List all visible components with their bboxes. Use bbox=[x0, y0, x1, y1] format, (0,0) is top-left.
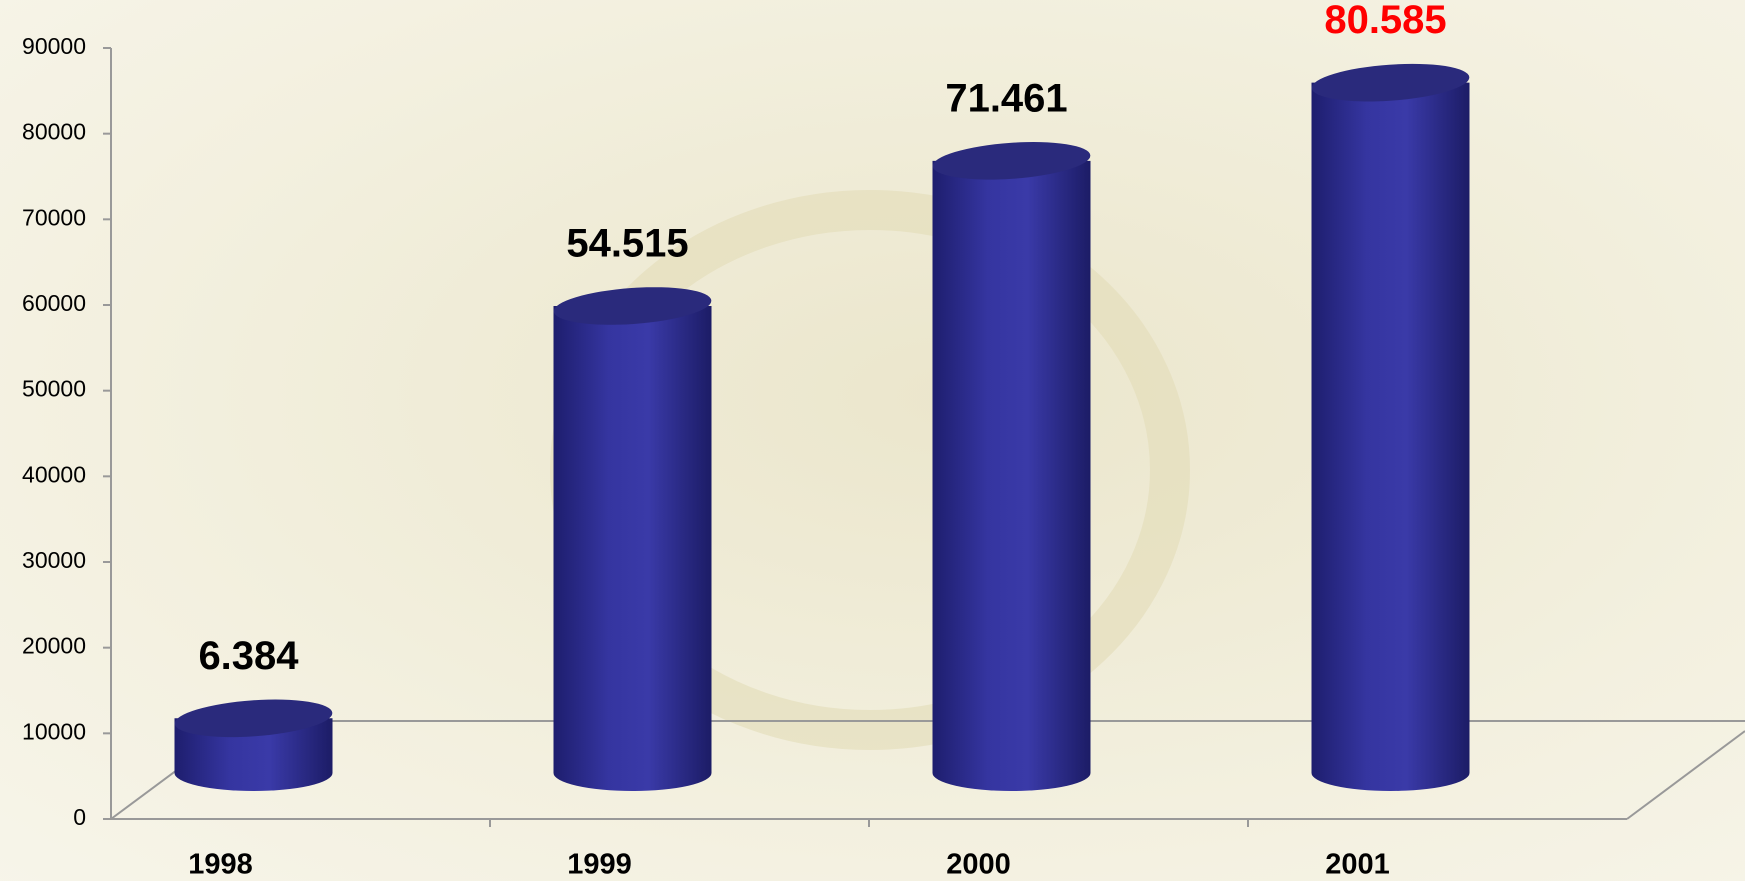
value-label: 54.515 bbox=[566, 222, 688, 266]
bar-top bbox=[932, 142, 1091, 180]
cylinder bbox=[1311, 63, 1470, 792]
cylinder bbox=[553, 287, 712, 792]
value-label: 6.384 bbox=[198, 634, 299, 678]
cylinder bbox=[932, 142, 1091, 792]
bar-top bbox=[553, 287, 712, 325]
x-tick-label: 1998 bbox=[188, 849, 253, 881]
y-tick-label: 10000 bbox=[22, 718, 86, 744]
bar-top bbox=[174, 699, 333, 738]
value-label: 80.585 bbox=[1324, 0, 1446, 42]
y-tick-label: 90000 bbox=[22, 33, 86, 59]
bar-top bbox=[1311, 63, 1470, 102]
bar bbox=[1311, 82, 1470, 792]
x-tick-label: 2001 bbox=[1325, 849, 1390, 881]
x-tick-label: 1999 bbox=[567, 849, 632, 881]
y-tick-label: 80000 bbox=[22, 119, 86, 145]
x-tick-label: 2000 bbox=[946, 849, 1011, 881]
y-tick-label: 60000 bbox=[22, 290, 86, 316]
cylinder bbox=[174, 699, 333, 792]
y-tick-label: 20000 bbox=[22, 633, 86, 659]
y-tick-label: 30000 bbox=[22, 547, 86, 573]
y-tick-label: 50000 bbox=[22, 376, 86, 402]
bar bbox=[932, 160, 1091, 792]
bar bbox=[553, 305, 712, 792]
y-tick-label: 0 bbox=[73, 804, 86, 830]
y-tick-label: 40000 bbox=[22, 461, 86, 487]
y-tick-label: 70000 bbox=[22, 204, 86, 230]
value-label: 71.461 bbox=[945, 76, 1067, 120]
